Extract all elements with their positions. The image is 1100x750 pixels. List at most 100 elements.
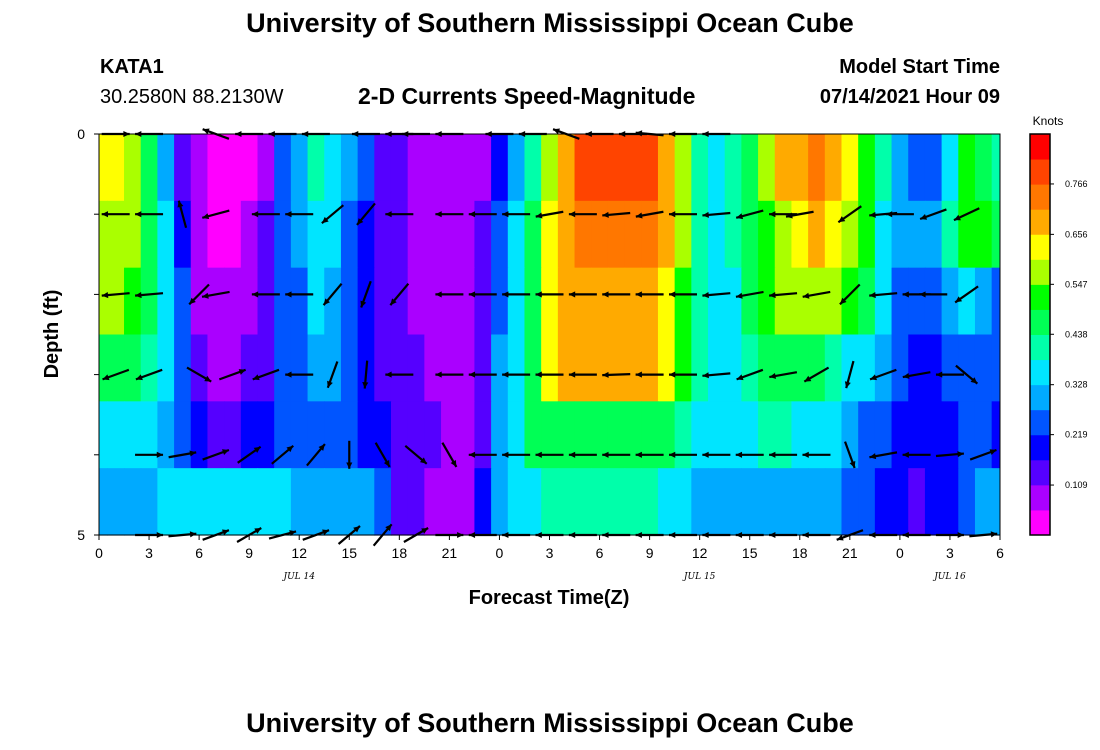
vector-head [221,529,229,536]
current-vector [885,211,914,218]
current-vector [769,451,798,458]
colorbar-swatch [1030,284,1050,310]
vector-head [323,298,330,306]
heatmap-cell [941,134,959,202]
vector-head [289,530,297,536]
vector-head [135,292,142,299]
heatmap-cell [774,468,793,536]
current-vector [602,291,631,298]
heatmap-cell [524,334,542,402]
heatmap-cell [758,134,776,202]
current-vector [635,210,664,219]
heatmap-cell [224,334,242,402]
chart-subtitle: 2-D Currents Speed-Magnitude [358,83,696,109]
heatmap-cell [874,267,893,336]
heatmap-cell [607,401,626,469]
heatmap-cell [207,200,225,269]
vector-head [935,371,943,378]
current-vector [802,290,831,299]
heatmap-cell [491,200,509,269]
colorbar-tick-label: 0.766 [1065,179,1088,189]
vector-head [702,292,709,299]
y-tick-label: 0 [77,126,85,142]
x-tick-label: 3 [546,545,554,561]
current-vector [251,291,280,298]
heatmap-cell [724,468,742,536]
vector-head [953,214,961,221]
vector-head [902,291,909,298]
vector-head [435,371,442,378]
heatmap-cell [974,401,993,469]
heatmap-cell [491,468,509,536]
heatmap-cell [507,401,526,469]
heatmap-cell [924,134,943,202]
heatmap-cell [290,334,309,402]
heatmap-cell [557,134,576,202]
vector-head [419,457,427,464]
current-vector [385,211,414,218]
heatmap-cell [607,200,626,269]
colorbar-tick-label: 0.219 [1065,430,1088,440]
vector-head [769,372,777,379]
vector-head [468,371,476,378]
x-tick-label: 12 [291,545,307,561]
heatmap-cell [174,334,192,402]
heatmap-cell [774,134,793,202]
current-vector [502,211,531,218]
heatmap-cell [824,200,843,269]
heatmap-cell [991,267,1000,336]
heatmap-cell [357,134,375,202]
heatmap-cell [991,200,1000,269]
current-vector [935,371,964,378]
heatmap-cell [758,468,776,536]
heatmap-cell [174,134,192,202]
heatmap-cell [791,134,809,202]
heatmap-cell [140,200,158,269]
current-vector [668,211,697,218]
heatmap-cell [240,134,259,202]
vector-head [535,212,543,219]
y-tick-label: 5 [77,527,85,543]
current-vector [735,209,764,220]
current-vector [919,208,947,221]
heatmap-cell [808,334,826,402]
current-vector [969,448,997,461]
date-label: JUL 16 [932,572,966,582]
heatmap-cell [457,401,476,469]
current-vector [935,451,964,458]
vector-head [839,297,847,305]
vector-head [870,374,878,381]
heatmap-cell [958,468,976,536]
vector-head [238,369,246,375]
vector-head [990,531,998,538]
heatmap-cell [240,200,259,269]
vector-head [602,371,609,378]
heatmap-cell [140,401,158,469]
heatmap-cell [207,134,225,202]
current-vector [954,285,979,304]
heatmap-cell [124,401,142,469]
heatmap-cell [958,134,976,202]
vector-head [668,371,676,378]
vector-head [385,371,392,378]
heatmap-cell [891,401,909,469]
current-vector [202,448,230,461]
heatmap-cell [274,200,292,269]
heatmap-cell [657,134,676,202]
current-vector [441,442,458,468]
vector-head [919,291,926,298]
heatmap-cell [774,200,793,269]
colorbar-swatch [1030,309,1050,335]
heatmap-cell [557,334,576,402]
heatmap-cell [524,134,542,202]
heatmap-cell [491,401,509,469]
vector-head [635,451,642,458]
heatmap-cell [791,401,809,469]
vector-head [902,451,909,458]
current-vector [468,211,497,218]
heatmap-cell [307,267,325,336]
vector-head [318,444,325,451]
heatmap-cell [858,334,876,402]
vector-head [360,300,367,308]
current-vector [101,292,130,299]
